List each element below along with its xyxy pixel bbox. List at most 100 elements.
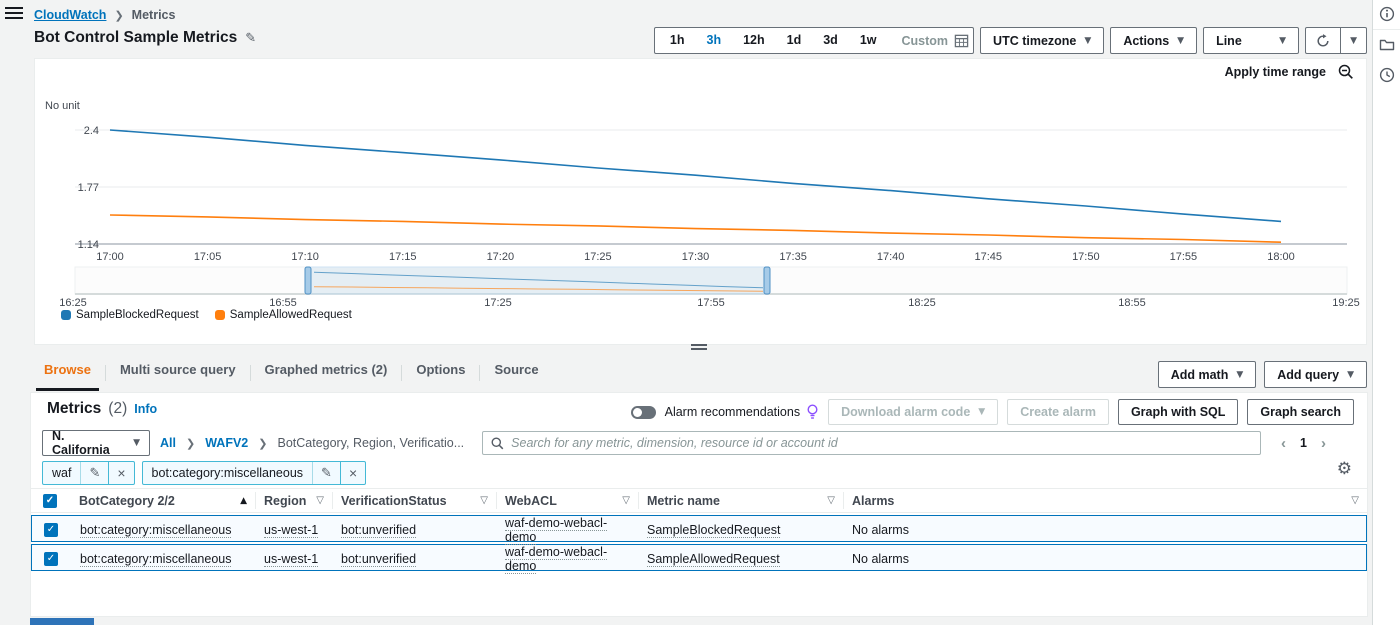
- tab-source[interactable]: Source: [494, 362, 539, 377]
- series-line-SampleAllowedRequest: [109, 214, 1282, 243]
- brush-tick-label: 18:25: [908, 297, 936, 309]
- feedback-button[interactable]: [30, 618, 94, 625]
- zoom-out-icon[interactable]: [1338, 64, 1354, 80]
- filter-column-icon[interactable]: ▽: [480, 495, 488, 506]
- chart-type-dropdown[interactable]: Line ▼: [1203, 27, 1300, 54]
- cell-alarms: No alarms: [852, 552, 909, 566]
- chevron-down-icon: ▼: [1347, 369, 1354, 380]
- cell-region[interactable]: us-west-1: [264, 523, 319, 538]
- bottom-tabs: Browse Multi source query Graphed metric…: [30, 358, 553, 391]
- brush-tick-label: 16:25: [59, 297, 87, 309]
- refresh-options-button[interactable]: ▼: [1341, 27, 1367, 54]
- add-math-label: Add math: [1170, 367, 1229, 382]
- prev-page-icon[interactable]: ‹: [1281, 434, 1287, 452]
- chevron-down-icon: ▼: [978, 407, 986, 417]
- create-alarm-button[interactable]: Create alarm: [1007, 399, 1109, 425]
- cell-webacl[interactable]: waf-demo-webacl-demo: [505, 545, 608, 574]
- range-1w[interactable]: 1w: [859, 33, 877, 47]
- cell-metric-name[interactable]: SampleBlockedRequest: [647, 523, 781, 538]
- table-settings-gear-icon[interactable]: ⚙: [1336, 459, 1352, 479]
- metrics-count: (2): [108, 400, 128, 417]
- tab-options[interactable]: Options: [416, 362, 466, 377]
- page-title: Bot Control Sample Metrics ✎: [34, 29, 256, 47]
- chevron-down-icon: ▼: [1084, 35, 1092, 46]
- range-12h[interactable]: 12h: [743, 33, 765, 47]
- add-math-button[interactable]: Add math ▼: [1157, 361, 1257, 388]
- apply-time-range-label[interactable]: Apply time range: [1224, 65, 1326, 79]
- download-alarm-code-label: Download alarm code: [841, 405, 971, 419]
- cell-verificationstatus[interactable]: bot:unverified: [341, 552, 417, 567]
- table-header-row: ✓ BotCategory 2/2 ▲ Region ▽ VerificationS…: [31, 488, 1367, 513]
- info-link[interactable]: Info: [134, 402, 158, 416]
- add-query-button[interactable]: Add query ▼: [1264, 361, 1367, 388]
- range-1h[interactable]: 1h: [669, 33, 685, 47]
- calendar-icon[interactable]: [954, 33, 969, 48]
- legend-item[interactable]: SampleBlockedRequest: [61, 309, 199, 321]
- cell-verificationstatus[interactable]: bot:unverified: [341, 523, 417, 538]
- refresh-button[interactable]: [1305, 27, 1342, 54]
- graph-search-button[interactable]: Graph search: [1247, 399, 1354, 425]
- namespace-path-wafv2[interactable]: WAFV2: [205, 436, 249, 450]
- range-1d[interactable]: 1d: [786, 33, 802, 47]
- table-row[interactable]: ✓ bot:category:miscellaneous us-west-1 b…: [31, 515, 1367, 545]
- select-all-checkbox[interactable]: ✓: [43, 493, 57, 508]
- tab-graphed-metrics[interactable]: Graphed metrics (2): [264, 362, 388, 377]
- brush-tick-label: 17:55: [697, 297, 725, 309]
- col-verificationstatus: VerificationStatus: [341, 493, 447, 508]
- edit-filter-pencil-icon[interactable]: ✎: [80, 462, 108, 484]
- filter-column-icon[interactable]: ▽: [1351, 495, 1359, 506]
- brush-handle-right[interactable]: [763, 266, 771, 295]
- filter-column-icon[interactable]: ▽: [622, 495, 630, 506]
- menu-hamburger-icon[interactable]: [5, 7, 23, 21]
- y-axis-tick-label: 1.14: [78, 239, 99, 251]
- graph-with-sql-button[interactable]: Graph with SQL: [1117, 399, 1239, 425]
- metric-search-input[interactable]: [511, 436, 1253, 450]
- folder-resources-icon[interactable]: [1373, 31, 1400, 59]
- timezone-dropdown[interactable]: UTC timezone ▼: [980, 27, 1105, 54]
- legend-item[interactable]: SampleAllowedRequest: [214, 309, 352, 321]
- cell-botcategory[interactable]: bot:category:miscellaneous: [80, 523, 232, 538]
- chevron-down-icon: ▼: [1236, 369, 1244, 380]
- info-panel-icon[interactable]: [1373, 0, 1400, 28]
- edit-title-pencil-icon[interactable]: ✎: [245, 30, 257, 46]
- edit-filter-pencil-icon[interactable]: ✎: [312, 462, 340, 484]
- history-clock-icon[interactable]: [1373, 61, 1400, 89]
- right-side-rail: [1372, 0, 1400, 625]
- brush-selection[interactable]: [307, 266, 768, 295]
- range-3d[interactable]: 3d: [823, 33, 838, 47]
- legend-swatch-orange: [214, 310, 225, 320]
- actions-label: Actions: [1123, 33, 1170, 48]
- filter-column-icon[interactable]: ▽: [827, 495, 835, 506]
- namespace-path-all[interactable]: All: [160, 436, 176, 450]
- cell-region[interactable]: us-west-1: [264, 552, 319, 567]
- cell-botcategory[interactable]: bot:category:miscellaneous: [80, 552, 232, 567]
- x-axis-tick-label: 17:30: [682, 251, 710, 263]
- x-axis-tick-label: 18:00: [1267, 251, 1295, 263]
- region-dropdown[interactable]: N. California ▼: [42, 429, 150, 457]
- query-buttons: Add math ▼ Add query ▼: [1157, 361, 1367, 388]
- range-custom[interactable]: Custom: [901, 33, 949, 48]
- filter-column-icon[interactable]: ▽: [316, 495, 324, 506]
- panel-resize-handle[interactable]: [691, 344, 707, 352]
- range-3h[interactable]: 3h: [706, 33, 722, 47]
- download-alarm-code-button[interactable]: Download alarm code ▼: [828, 399, 999, 425]
- sort-ascending-icon[interactable]: ▲: [240, 495, 247, 506]
- alarm-recommendations-toggle[interactable]: [630, 405, 656, 419]
- table-row[interactable]: ✓ bot:category:miscellaneous us-west-1 b…: [31, 544, 1367, 574]
- tab-multi-source-query[interactable]: Multi source query: [119, 362, 236, 377]
- next-page-icon[interactable]: ›: [1321, 434, 1326, 452]
- row-checkbox[interactable]: ✓: [44, 523, 58, 537]
- actions-dropdown[interactable]: Actions ▼: [1110, 27, 1198, 54]
- breadcrumb-cloudwatch-link[interactable]: CloudWatch: [34, 8, 107, 22]
- cell-metric-name[interactable]: SampleAllowedRequest: [647, 552, 780, 567]
- tab-browse[interactable]: Browse: [30, 358, 105, 391]
- remove-filter-icon[interactable]: ×: [108, 462, 133, 484]
- row-checkbox[interactable]: ✓: [44, 552, 58, 566]
- current-page[interactable]: 1: [1300, 436, 1307, 450]
- x-axis-tick-label: 17:05: [194, 251, 222, 263]
- brush-handle-left[interactable]: [304, 266, 312, 295]
- remove-filter-icon[interactable]: ×: [339, 462, 365, 484]
- cell-webacl[interactable]: waf-demo-webacl-demo: [505, 516, 608, 545]
- x-axis-tick-label: 17:15: [389, 251, 417, 263]
